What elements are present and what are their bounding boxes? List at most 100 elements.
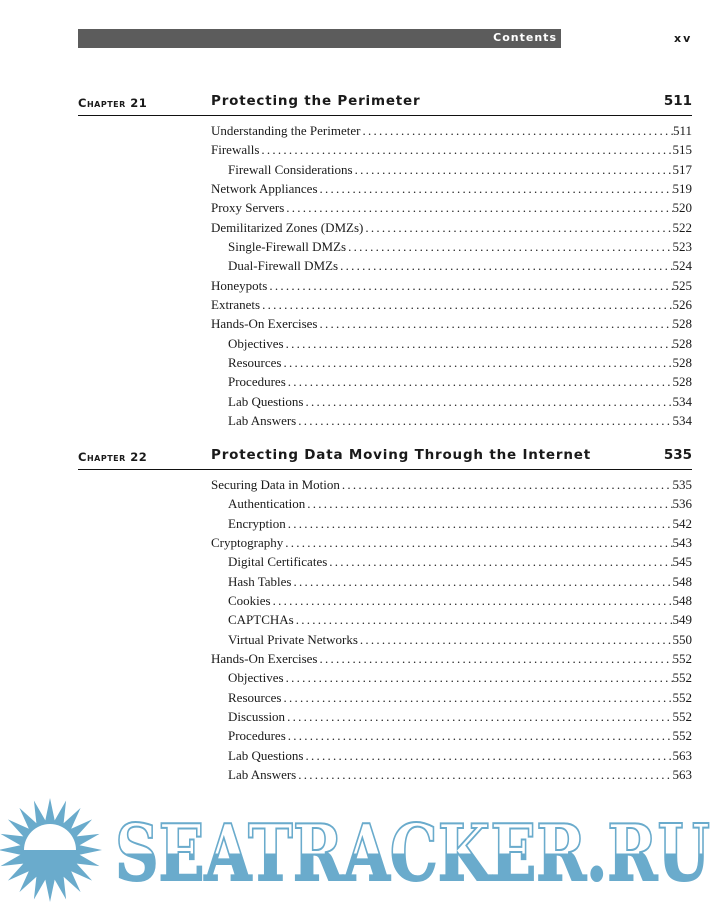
toc-entry[interactable]: Lab Questions 563 <box>211 746 692 765</box>
toc-entry-title: Hands-On Exercises <box>211 651 318 667</box>
dot-leader <box>260 295 672 314</box>
dot-leader <box>285 707 672 726</box>
toc-entry-page: 563 <box>672 767 693 783</box>
toc-entry[interactable]: Proxy Servers 520 <box>211 198 692 217</box>
dot-leader <box>291 572 672 591</box>
dot-leader <box>284 198 672 217</box>
dot-leader <box>360 121 673 140</box>
sun-icon <box>0 798 102 902</box>
dot-leader <box>284 334 673 353</box>
toc-entry-title: Understanding the Perimeter <box>211 123 361 138</box>
dot-leader <box>271 591 673 610</box>
dot-leader <box>340 475 673 494</box>
toc-entry-page: 552 <box>672 651 693 667</box>
toc-entry[interactable]: Firewalls 515 <box>211 140 692 159</box>
toc-entry[interactable]: Resources 552 <box>211 688 692 707</box>
toc-entry[interactable]: Firewall Considerations 517 <box>211 160 692 179</box>
toc-entry-title: Lab Questions <box>228 393 304 409</box>
toc-entry-page: 528 <box>672 374 693 390</box>
toc-entry-title: Objectives <box>228 670 284 686</box>
toc-entry-title: Objectives <box>228 335 284 351</box>
toc-entry-title: Virtual Private Networks <box>228 631 358 647</box>
toc-entry[interactable]: Honeypots 525 <box>211 276 692 295</box>
toc-entry[interactable]: Discussion 552 <box>211 707 692 726</box>
toc-entry[interactable]: Procedures 552 <box>211 726 692 745</box>
toc-entry-page: 523 <box>672 239 693 255</box>
toc-entry[interactable]: Hands-On Exercises 528 <box>211 314 692 333</box>
toc-entry-title: Demilitarized Zones (DMZs) <box>211 219 364 235</box>
toc-entry-page: 525 <box>672 277 693 293</box>
toc-entry-title: Lab Answers <box>228 413 297 429</box>
toc-entry-title: Cookies <box>228 593 271 609</box>
chapter-label: Chapter 22 <box>78 450 148 464</box>
toc-entry[interactable]: Demilitarized Zones (DMZs) 522 <box>211 218 692 237</box>
toc-entry-title: Cryptography <box>211 535 284 551</box>
toc-entry-page: 543 <box>672 535 693 551</box>
toc-entry[interactable]: Hands-On Exercises 552 <box>211 649 692 668</box>
toc-entry[interactable]: Hash Tables 548 <box>211 572 692 591</box>
toc-entry[interactable]: Securing Data in Motion 535 <box>211 475 692 494</box>
toc-entry[interactable]: Digital Certificates 545 <box>211 552 692 571</box>
toc-entry-title: Network Appliances <box>211 181 318 197</box>
toc-entry-page: 549 <box>672 612 693 628</box>
dot-leader <box>281 353 672 372</box>
dot-leader <box>358 630 673 649</box>
dot-leader <box>303 392 672 411</box>
dot-leader <box>305 494 672 513</box>
toc-entry[interactable]: Objectives 552 <box>211 668 692 687</box>
toc-entry[interactable]: Encryption 542 <box>211 514 692 533</box>
toc-entry[interactable]: Virtual Private Networks 550 <box>211 630 692 649</box>
toc-entry[interactable]: Lab Questions 534 <box>211 392 692 411</box>
toc-entry-page: 522 <box>672 219 693 235</box>
toc-entry-title: Authentication <box>228 496 306 512</box>
toc-entry[interactable]: Dual-Firewall DMZs 524 <box>211 256 692 275</box>
toc-entry[interactable]: Procedures 528 <box>211 372 692 391</box>
toc-entry-page: 520 <box>672 200 693 216</box>
toc-entry[interactable]: Objectives 528 <box>211 334 692 353</box>
chapter-entries: Securing Data in Motion 535 Authentication… <box>211 475 692 785</box>
toc-entry-page: 545 <box>672 554 693 570</box>
toc-entry-title: Encryption <box>228 515 286 531</box>
toc-entry[interactable]: Extranets 526 <box>211 295 692 314</box>
toc-entry[interactable]: Lab Answers 534 <box>211 411 692 430</box>
toc-entry-title: Extranets <box>211 297 261 313</box>
dot-leader <box>303 746 672 765</box>
chapter-heading: Chapter 21 Protecting the Perimeter 511 <box>78 93 692 116</box>
toc-entry[interactable]: Understanding the Perimeter 511 <box>211 121 692 140</box>
toc-entry[interactable]: Cookies 548 <box>211 591 692 610</box>
dot-leader <box>338 256 672 275</box>
toc-entry-title: Lab Questions <box>228 747 304 763</box>
toc-entry-title: Procedures <box>228 728 286 744</box>
toc-entry[interactable]: Network Appliances 519 <box>211 179 692 198</box>
toc-entry[interactable]: Cryptography 543 <box>211 533 692 552</box>
toc-entry-title: Lab Answers <box>228 767 297 783</box>
toc-entry-title: Digital Certificates <box>228 554 328 570</box>
dot-leader <box>286 372 673 391</box>
dot-leader <box>294 610 673 629</box>
dot-leader <box>346 237 672 256</box>
chapter-label: Chapter 21 <box>78 96 148 110</box>
toc-entry-page: 550 <box>672 631 693 647</box>
toc-entry-page: 515 <box>672 142 693 158</box>
toc-entry-title: Proxy Servers <box>211 200 285 216</box>
chapter-title[interactable]: Protecting the Perimeter <box>211 93 421 109</box>
toc-entry[interactable]: Single-Firewall DMZs 523 <box>211 237 692 256</box>
toc-entry-title: Firewalls <box>211 142 260 158</box>
toc-entry-title: Discussion <box>228 709 286 725</box>
toc-entry-page: 552 <box>672 728 693 744</box>
toc-entry[interactable]: Authentication 536 <box>211 494 692 513</box>
toc-entry[interactable]: CAPTCHAs 549 <box>211 610 692 629</box>
dot-leader <box>281 688 672 707</box>
toc-entry[interactable]: Lab Answers 563 <box>211 765 692 784</box>
dot-leader <box>267 276 672 295</box>
dot-leader <box>283 533 672 552</box>
dot-leader <box>327 552 672 571</box>
dot-leader <box>296 765 672 784</box>
chapter-heading: Chapter 22 Protecting Data Moving Throug… <box>78 447 692 470</box>
chapter-title[interactable]: Protecting Data Moving Through the Inter… <box>211 447 591 463</box>
toc-entry-page: 524 <box>672 258 693 274</box>
toc-entry[interactable]: Resources 528 <box>211 353 692 372</box>
toc-entry-title: Dual-Firewall DMZs <box>228 258 339 274</box>
running-header-section: Contents <box>493 31 557 44</box>
dot-leader <box>259 140 672 159</box>
